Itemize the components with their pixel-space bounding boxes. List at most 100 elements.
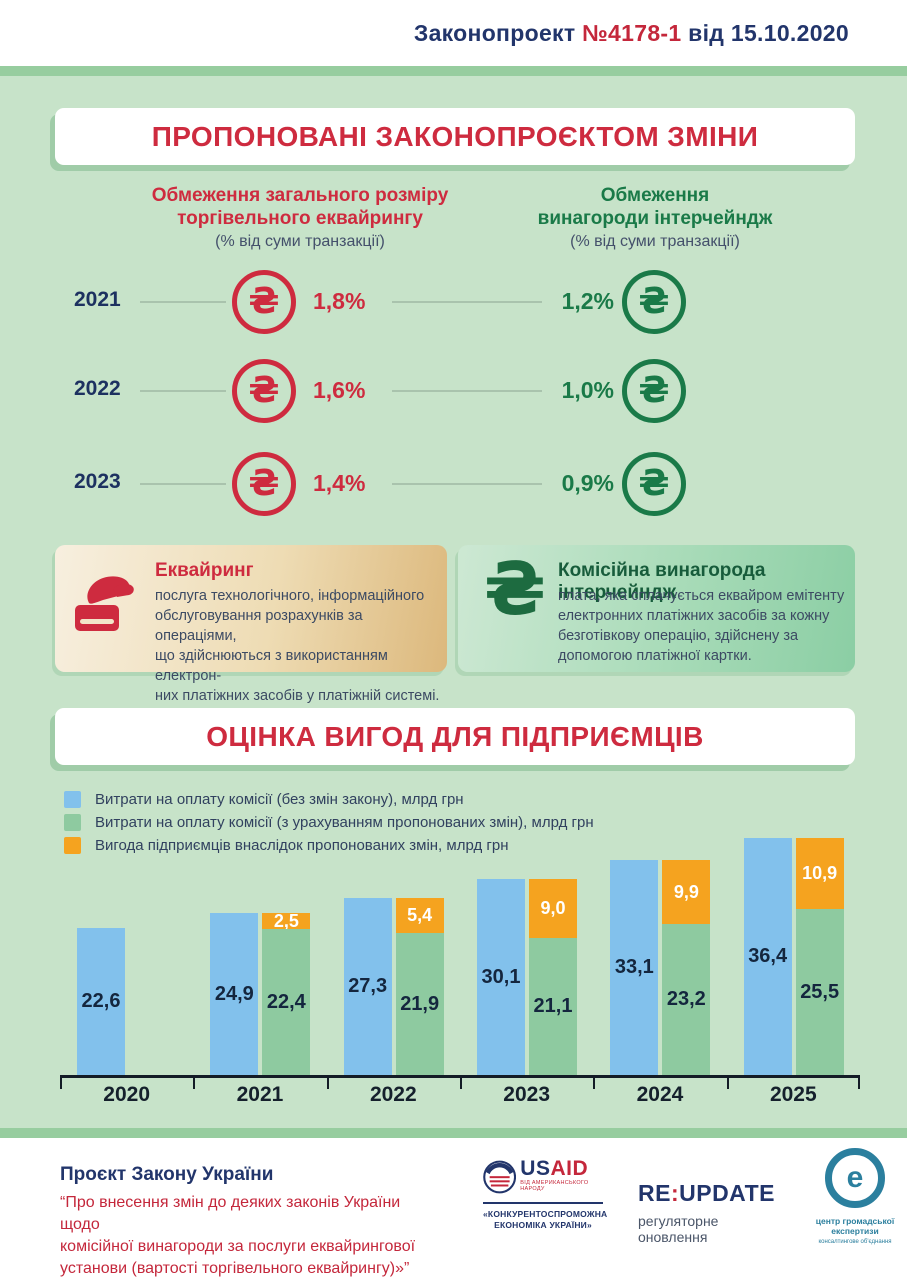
reupdate-colon: : bbox=[670, 1180, 680, 1206]
x-axis-label-2020: 2020 bbox=[103, 1083, 151, 1106]
usaid-wordmark-us: US bbox=[520, 1157, 551, 1180]
connector-line bbox=[140, 390, 226, 392]
bar-value-label: 9,9 bbox=[673, 881, 699, 902]
text-line: обслуговування розрахунків за операціями… bbox=[155, 608, 363, 644]
connector-line bbox=[392, 390, 542, 392]
text-line: електронних платіжних засобів за кожну bbox=[558, 608, 830, 624]
connector-line bbox=[140, 301, 226, 303]
interchange-title-line1: Обмеження bbox=[600, 185, 710, 206]
segment-benefit-2021: 2,5 bbox=[262, 910, 311, 931]
cap-row-2022: 2022 ₴ 1,6% 1,0% ₴ bbox=[60, 358, 855, 424]
segment-new-cost-2022: 21,9 bbox=[395, 933, 444, 1075]
chart-group-2023: 30,1 9,0 21,1 bbox=[460, 835, 593, 1075]
text-line: допомогою платіжної картки. bbox=[558, 648, 752, 664]
segment-benefit-2023: 9,0 bbox=[529, 879, 577, 938]
law-title: Проєкт Закону України bbox=[60, 1164, 274, 1185]
bill-number: №4178-1 bbox=[582, 20, 682, 46]
segment-benefit-2025: 10,9 bbox=[795, 838, 844, 909]
acquiring-definition-text: послуга технологічного, інформаційного о… bbox=[155, 586, 447, 706]
segment-benefit-2022: 5,4 bbox=[395, 898, 444, 933]
law-name: “Про внесення змін до деяких законів Укр… bbox=[60, 1192, 440, 1280]
hryvnia-coin-icon: ₴ bbox=[232, 270, 296, 334]
footer: Проєкт Закону України “Про внесення змін… bbox=[0, 1138, 907, 1280]
acquiring-cap-value: 1,6% bbox=[313, 377, 366, 403]
divider-strip-top bbox=[0, 66, 907, 76]
green-canvas: ПРОПОНОВАНІ ЗАКОНОПРОЄКТОМ ЗМІНИ Обмежен… bbox=[0, 76, 907, 1128]
bar-value-label: 21,9 bbox=[400, 992, 440, 1015]
usaid-logo: USAID ВІД АМЕРИКАНСЬКОГО НАРОДУ «КОНКУРЕ… bbox=[483, 1158, 607, 1231]
bill-title: Законопроект №4178-1 від 15.10.2020 bbox=[414, 20, 849, 47]
bar-baseline-2025: 36,4 bbox=[743, 838, 792, 1075]
hryvnia-coin-icon: ₴ bbox=[232, 452, 296, 516]
usaid-tagline: ВІД АМЕРИКАНСЬКОГО НАРОДУ bbox=[520, 1180, 589, 1192]
segment-new-cost-2021: 22,4 bbox=[262, 929, 311, 1075]
hryvnia-symbol: ₴ bbox=[638, 370, 670, 411]
bar-value-label: 22,4 bbox=[266, 990, 306, 1013]
chart-plot-area: 22,6 24,9 2,5 22,4 27,3 5,4 21,9 30,1 9,0 21,1 33,… bbox=[60, 835, 860, 1075]
hryvnia-coin-icon: ₴ bbox=[622, 452, 686, 516]
text-line: експертизи bbox=[831, 1226, 879, 1236]
interchange-title: Обмеження винагороди інтерчейндж bbox=[475, 184, 835, 230]
acquiring-title-line1: Обмеження загального розміру bbox=[151, 185, 449, 206]
segment-new-cost-2024: 23,2 bbox=[662, 924, 711, 1075]
legend-swatch-blue bbox=[64, 791, 81, 808]
bar-stack-2022: 5,4 21,9 bbox=[395, 898, 444, 1075]
text-line: ЕКОНОМІКА УКРАЇНИ» bbox=[494, 1220, 592, 1230]
bar-value-label: 23,2 bbox=[666, 988, 706, 1010]
acquiring-cap-value: 1,4% bbox=[313, 470, 366, 496]
hryvnia-symbol: ₴ bbox=[638, 281, 670, 322]
usaid-wordmark: USAID bbox=[520, 1158, 603, 1180]
text-line: центр громадської bbox=[815, 1216, 895, 1226]
bar-stack-2023: 9,0 21,1 bbox=[529, 879, 577, 1075]
section-benefits-title: ОЦІНКА ВИГОД ДЛЯ ПІДПРИЄМЦІВ bbox=[206, 720, 704, 752]
acquiring-definition-title: Еквайринг bbox=[155, 560, 254, 581]
legend-item-benefit: Вигода підприємців внаслідок пропоновани… bbox=[64, 837, 594, 854]
legend-item-new-cost: Витрати на оплату комісії (з урахуванням… bbox=[64, 814, 594, 831]
acquiring-title-line2: торгівельного еквайрингу bbox=[177, 208, 423, 229]
usaid-seal-icon bbox=[483, 1160, 517, 1194]
legend-swatch-green bbox=[64, 814, 81, 831]
bar-stack-2025: 10,9 25,5 bbox=[795, 838, 844, 1075]
interchange-cap-value: 0,9% bbox=[561, 470, 614, 496]
bar-value-label: 21,1 bbox=[533, 995, 573, 1017]
usaid-wordmark-block: USAID ВІД АМЕРИКАНСЬКОГО НАРОДУ bbox=[520, 1158, 603, 1193]
bar-value-label: 25,5 bbox=[800, 980, 840, 1003]
text-line: «КОНКУРЕНТОСПРОМОЖНА bbox=[483, 1209, 608, 1219]
x-axis-label-2023: 2023 bbox=[503, 1083, 551, 1106]
acquiring-column-header: Обмеження загального розміру торгівельно… bbox=[100, 184, 500, 251]
hryvnia-coin-icon: ₴ bbox=[232, 359, 296, 423]
acquiring-cap-value: 1,8% bbox=[313, 288, 366, 314]
connector-line bbox=[140, 483, 226, 485]
acquiring-definition-box: Еквайринг послуга технологічного, інформ… bbox=[55, 545, 447, 704]
card-payment-hand-icon bbox=[75, 576, 134, 631]
x-axis-tick bbox=[858, 1075, 860, 1089]
cap-year: 2021 bbox=[74, 288, 121, 311]
legend-label: Витрати на оплату комісії (без змін зако… bbox=[95, 791, 464, 808]
connector-line bbox=[392, 483, 542, 485]
chart-group-2022: 27,3 5,4 21,9 bbox=[327, 835, 460, 1075]
text-line: “Про внесення змін до деяких законів Укр… bbox=[60, 1194, 401, 1233]
legend-label: Вигода підприємців внаслідок пропоновани… bbox=[95, 837, 509, 854]
bar-baseline-2024: 33,1 bbox=[610, 860, 659, 1075]
interchange-definition-title: Комісійна винагорода інтерчейндж bbox=[558, 560, 766, 603]
x-axis-tick bbox=[593, 1075, 595, 1089]
text-line: них платіжних засобів у платіжній систем… bbox=[155, 688, 440, 704]
text-line: послуга технологічного, інформаційного bbox=[155, 588, 425, 604]
text-line: безготівкову операцію, здійснену за bbox=[558, 628, 799, 644]
bar-value-label: 2,5 bbox=[273, 910, 299, 931]
interchange-definition-text: плата, яка сплачується еквайром емітенту… bbox=[558, 586, 844, 666]
cap-year: 2022 bbox=[74, 377, 121, 400]
legend-item-baseline: Витрати на оплату комісії (без змін зако… bbox=[64, 791, 594, 808]
x-axis-label-2021: 2021 bbox=[236, 1083, 284, 1106]
chart-group-2025: 36,4 10,9 25,5 bbox=[727, 835, 860, 1075]
segment-new-cost-2025: 25,5 bbox=[795, 909, 844, 1075]
acquiring-title: Обмеження загального розміру торгівельно… bbox=[100, 184, 500, 230]
cap-row-2023: 2023 ₴ 1,4% 0,9% ₴ bbox=[60, 451, 855, 517]
cge-logo: e центр громадської експертизи консалтин… bbox=[815, 1148, 895, 1245]
bar-value-label: 9,0 bbox=[540, 898, 566, 918]
benefits-bar-chart: 22,6 24,9 2,5 22,4 27,3 5,4 21,9 30,1 9,0 21,1 33,… bbox=[60, 835, 860, 1135]
chart-legend: Витрати на оплату комісії (без змін зако… bbox=[64, 791, 594, 860]
bar-baseline-2022: 27,3 bbox=[343, 898, 392, 1075]
chart-group-2024: 33,1 9,9 23,2 bbox=[593, 835, 726, 1075]
reupdate-subtitle: регуляторне оновлення bbox=[638, 1213, 719, 1245]
